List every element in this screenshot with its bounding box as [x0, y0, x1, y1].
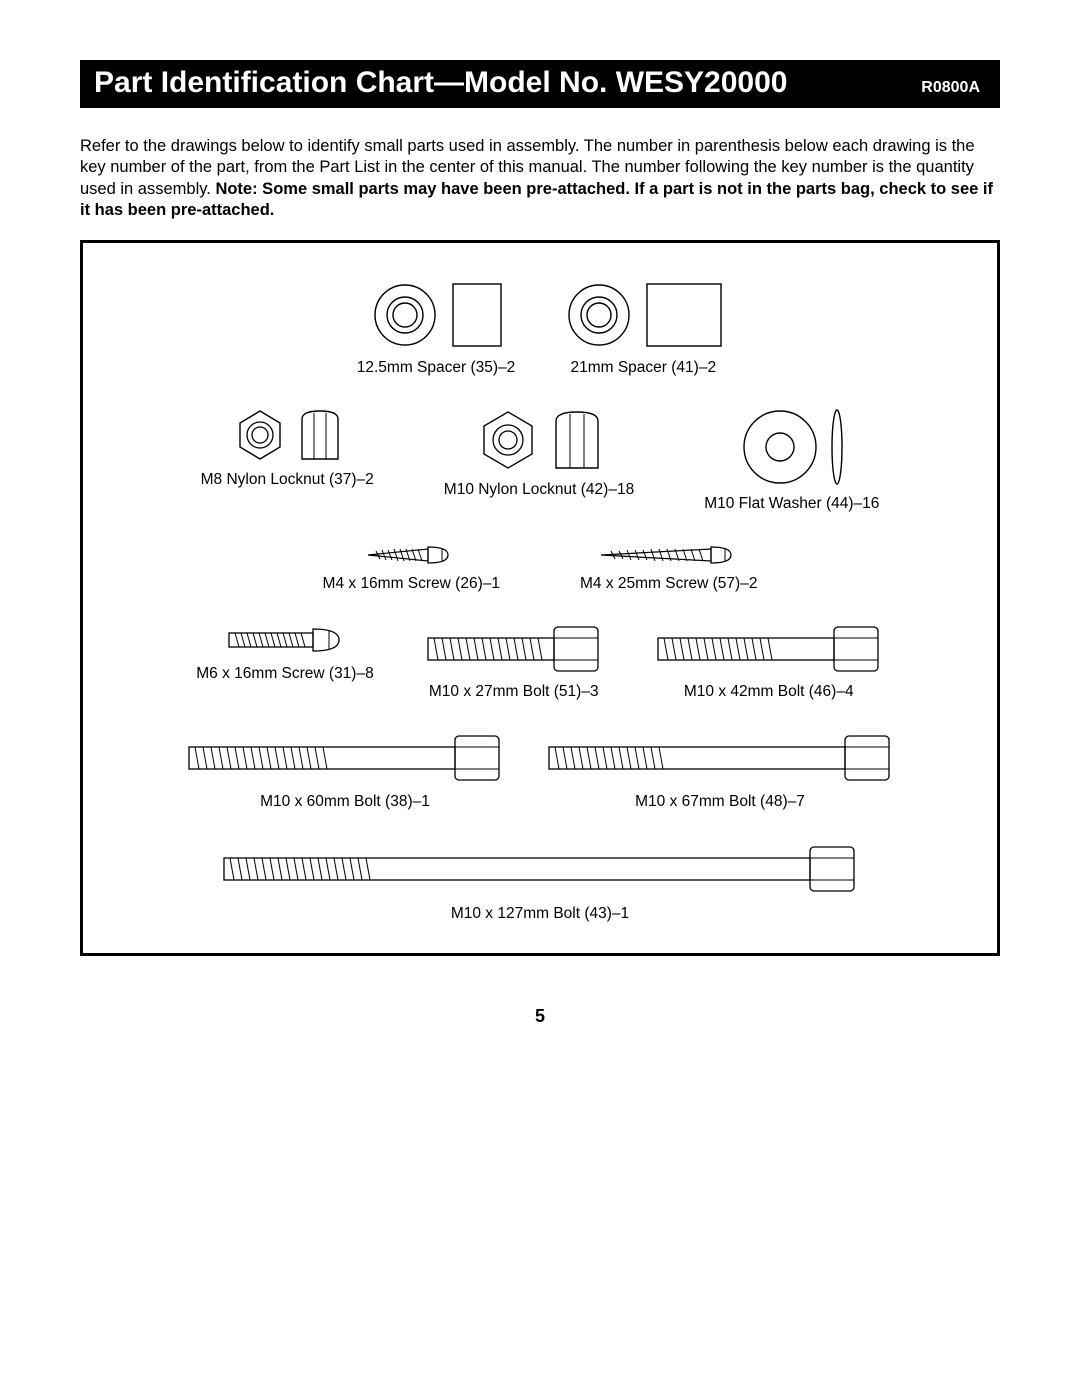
label-bolt-m10-67: M10 x 67mm Bolt (48)–7 — [635, 793, 805, 811]
row-spacers: 12.5mm Spacer (35)–2 21mm Spacer (41)–2 — [117, 279, 963, 377]
row-small-screws: M4 x 16mm Screw (26)–1 — [117, 543, 963, 593]
row-long-bolts: M10 x 60mm Bolt (38)–1 — [117, 731, 963, 811]
item-spacer-125: 12.5mm Spacer (35)–2 — [357, 279, 516, 377]
item-bolt-m10-27: M10 x 27mm Bolt (51)–3 — [424, 623, 604, 701]
hex-bolt-icon — [545, 731, 895, 785]
drawing-bolt-m10-127 — [220, 841, 860, 897]
item-locknut-m10: M10 Nylon Locknut (42)–18 — [444, 407, 634, 513]
drawing-washer-m10 — [740, 407, 844, 487]
hex-nut-side-icon — [298, 407, 342, 463]
label-spacer-125: 12.5mm Spacer (35)–2 — [357, 359, 516, 377]
page-title: Part Identification Chart—Model No. WESY… — [94, 66, 787, 100]
spacer-side-icon — [645, 282, 723, 348]
label-bolt-m10-27: M10 x 27mm Bolt (51)–3 — [429, 683, 599, 701]
label-locknut-m8: M8 Nylon Locknut (37)–2 — [201, 471, 374, 489]
label-screw-m4-16: M4 x 16mm Screw (26)–1 — [323, 575, 500, 593]
hex-nut-side-icon — [551, 407, 603, 473]
screw-pan-icon — [225, 623, 345, 657]
row-longest-bolt: M10 x 127mm Bolt (43)–1 — [117, 841, 963, 923]
item-bolt-m10-127: M10 x 127mm Bolt (43)–1 — [220, 841, 860, 923]
item-screw-m6-16: M6 x 16mm Screw (31)–8 — [196, 623, 373, 701]
page-number: 5 — [80, 1006, 1000, 1027]
label-screw-m4-25: M4 x 25mm Screw (57)–2 — [580, 575, 757, 593]
item-spacer-21: 21mm Spacer (41)–2 — [563, 279, 723, 377]
drawing-screw-m6-16 — [225, 623, 345, 657]
item-bolt-m10-67: M10 x 67mm Bolt (48)–7 — [545, 731, 895, 811]
label-locknut-m10: M10 Nylon Locknut (42)–18 — [444, 481, 634, 499]
item-washer-m10: M10 Flat Washer (44)–16 — [704, 407, 879, 513]
item-screw-m4-16: M4 x 16mm Screw (26)–1 — [323, 543, 500, 593]
label-bolt-m10-127: M10 x 127mm Bolt (43)–1 — [451, 905, 629, 923]
hex-bolt-icon — [424, 623, 604, 675]
hex-bolt-icon — [654, 623, 884, 675]
item-locknut-m8: M8 Nylon Locknut (37)–2 — [201, 407, 374, 513]
intro-text: Refer to the drawings below to identify … — [80, 136, 1000, 222]
washer-front-icon — [740, 407, 820, 487]
revision-code: R0800A — [921, 79, 986, 97]
label-bolt-m10-42: M10 x 42mm Bolt (46)–4 — [684, 683, 854, 701]
washer-side-icon — [830, 408, 844, 486]
row-nuts-washer: M8 Nylon Locknut (37)–2 M10 Nylon Locknu… — [117, 407, 963, 513]
hex-bolt-icon — [185, 731, 505, 785]
drawing-screw-m4-25 — [599, 543, 739, 567]
drawing-spacer-21 — [563, 279, 723, 351]
drawing-bolt-m10-42 — [654, 623, 884, 675]
drawing-locknut-m8 — [232, 407, 342, 463]
drawing-bolt-m10-67 — [545, 731, 895, 785]
hex-nut-front-icon — [232, 407, 288, 463]
label-bolt-m10-60: M10 x 60mm Bolt (38)–1 — [260, 793, 430, 811]
screw-icon — [599, 543, 739, 567]
screw-icon — [366, 543, 456, 567]
item-screw-m4-25: M4 x 25mm Screw (57)–2 — [580, 543, 757, 593]
label-screw-m6-16: M6 x 16mm Screw (31)–8 — [196, 665, 373, 683]
hex-bolt-icon — [220, 841, 860, 897]
title-bar: Part Identification Chart—Model No. WESY… — [80, 60, 1000, 108]
hex-nut-front-icon — [475, 407, 541, 473]
drawing-spacer-125 — [369, 279, 503, 351]
item-bolt-m10-60: M10 x 60mm Bolt (38)–1 — [185, 731, 505, 811]
label-washer-m10: M10 Flat Washer (44)–16 — [704, 495, 879, 513]
intro-bold: Note: Some small parts may have been pre… — [80, 180, 993, 219]
label-spacer-21: 21mm Spacer (41)–2 — [570, 359, 716, 377]
drawing-locknut-m10 — [475, 407, 603, 473]
item-bolt-m10-42: M10 x 42mm Bolt (46)–4 — [654, 623, 884, 701]
spacer-front-icon — [369, 279, 441, 351]
spacer-front-icon — [563, 279, 635, 351]
drawing-bolt-m10-60 — [185, 731, 505, 785]
part-chart: 12.5mm Spacer (35)–2 21mm Spacer (41)–2 — [80, 240, 1000, 956]
drawing-bolt-m10-27 — [424, 623, 604, 675]
spacer-side-icon — [451, 282, 503, 348]
drawing-screw-m4-16 — [366, 543, 456, 567]
row-screw-bolts: M6 x 16mm Screw (31)–8 — [117, 623, 963, 701]
